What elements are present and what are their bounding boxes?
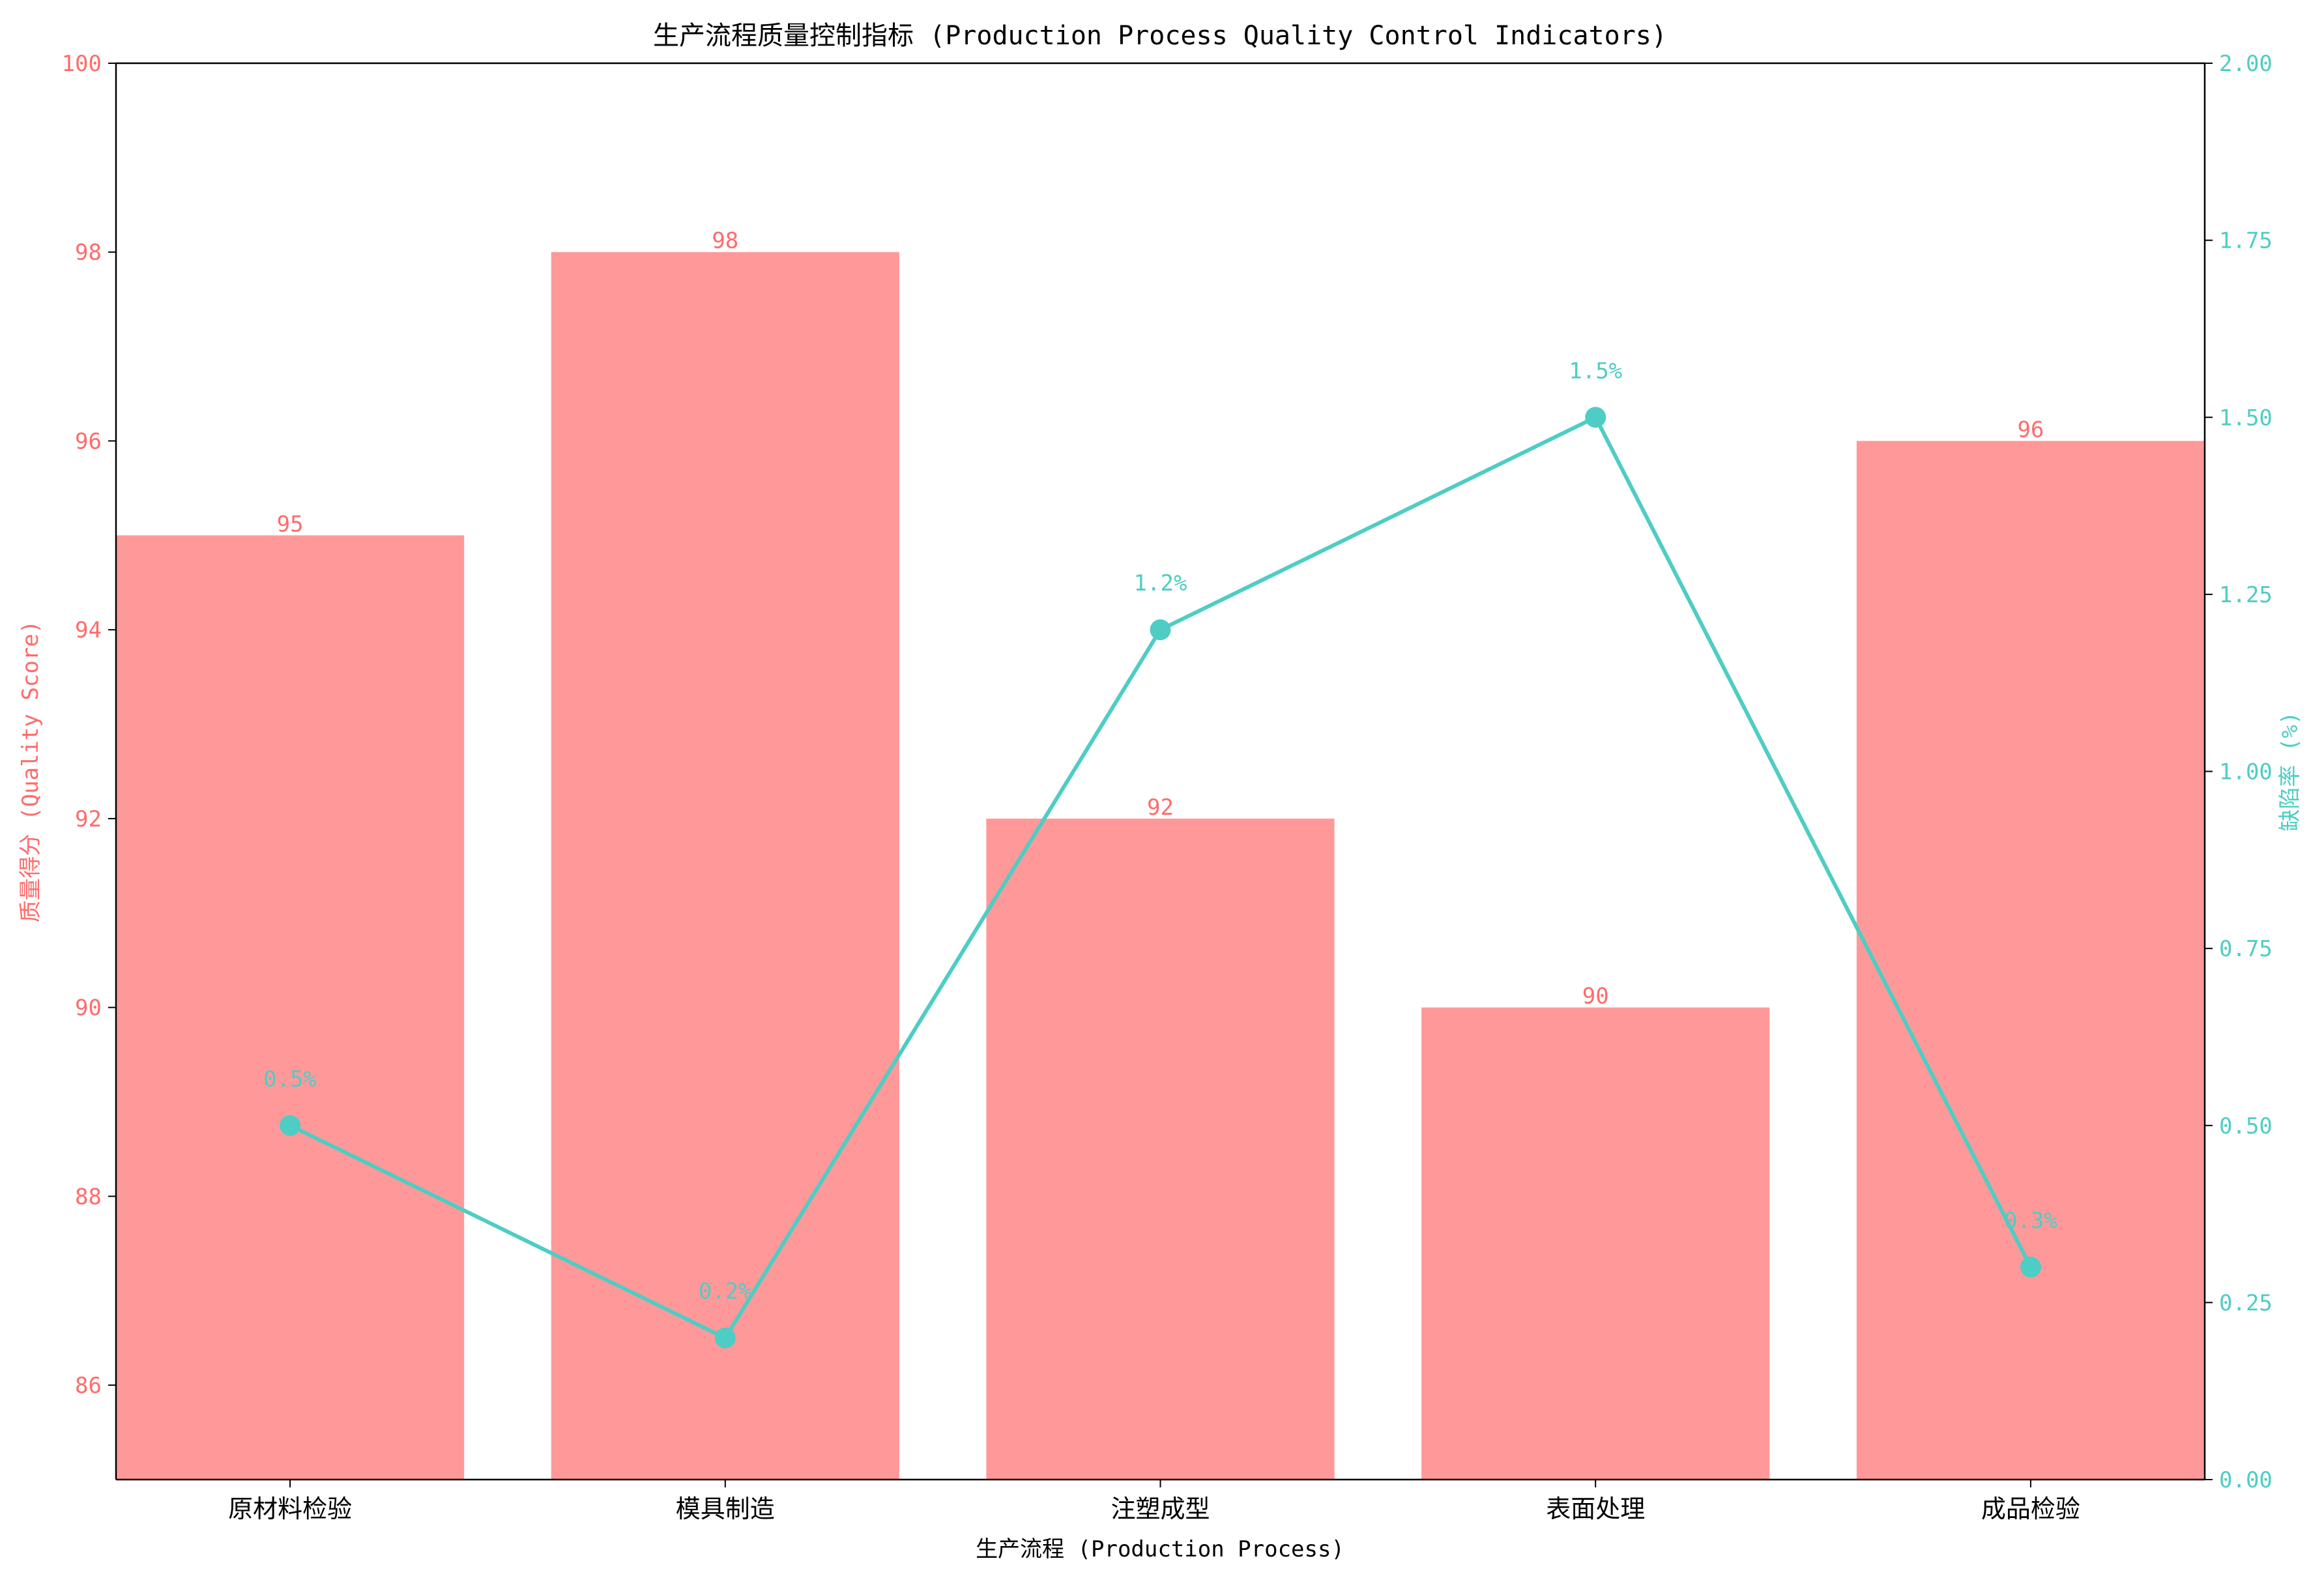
y-right-tick-label: 1.25: [2219, 582, 2273, 608]
x-tick-label: 模具制造: [676, 1495, 775, 1523]
bar-value-label: 98: [712, 228, 738, 254]
bar-group: [116, 252, 2205, 1480]
x-axis-label: 生产流程 (Production Process): [976, 1536, 1344, 1562]
y-right-tick-group: 0.00 0.25 0.50 0.75 1.00 1.25 1.50 1.75 2.00: [2205, 51, 2273, 1493]
y-left-tick-label: 94: [75, 617, 102, 643]
y-left-tick-label: 98: [75, 240, 102, 266]
y-right-tick-label: 2.00: [2219, 51, 2273, 77]
y-left-tick-label: 100: [62, 51, 102, 77]
y-left-tick-label: 96: [75, 428, 102, 454]
x-tick-label: 原材料检验: [228, 1495, 352, 1523]
defect-rate-point: [714, 1327, 736, 1349]
bar: [551, 252, 899, 1480]
bar-value-label: 90: [1582, 984, 1609, 1010]
x-tick-group: 原材料检验 模具制造 注塑成型 表面处理 成品检验: [228, 1480, 2080, 1523]
bar: [1856, 441, 2205, 1480]
defect-rate-label: 0.2%: [699, 1279, 752, 1305]
y-left-tick-label: 88: [75, 1184, 102, 1210]
y-right-tick-label: 0.50: [2219, 1113, 2273, 1139]
bar: [1421, 1007, 1770, 1480]
bar: [116, 535, 465, 1480]
y-right-tick-label: 0.75: [2219, 936, 2273, 962]
y-right-tick-label: 1.75: [2219, 228, 2273, 254]
y-left-tick-label: 90: [75, 995, 102, 1021]
x-tick-label: 成品检验: [1981, 1495, 2080, 1523]
y-left-tick-label: 86: [75, 1373, 102, 1399]
bar-value-label: 92: [1147, 795, 1174, 821]
bar-label-group: 95 98 92 90 96: [277, 228, 2044, 1010]
defect-rate-point: [1585, 407, 1606, 428]
bar: [986, 818, 1335, 1480]
y-right-tick-label: 0.00: [2219, 1467, 2273, 1493]
chart-title: 生产流程质量控制指标 (Production Process Quality C…: [653, 21, 1667, 51]
defect-rate-point: [2020, 1257, 2041, 1278]
defect-rate-label: 1.5%: [1569, 358, 1622, 384]
y-left-tick-label: 92: [75, 806, 102, 832]
defect-rate-point: [280, 1115, 301, 1136]
y-left-axis-label: 质量得分 (Quality Score): [18, 621, 44, 923]
y-right-axis-label: 缺陷率 (%): [2277, 712, 2303, 832]
bar-value-label: 96: [2017, 416, 2044, 443]
defect-rate-label: 1.2%: [1134, 570, 1187, 596]
y-right-tick-label: 0.25: [2219, 1290, 2273, 1316]
x-tick-label: 表面处理: [1546, 1495, 1645, 1523]
defect-line-group: 0.5% 0.2% 1.2% 1.5% 0.3%: [263, 358, 2057, 1349]
y-left-tick-group: 86 88 90 92 94 96 98 100: [62, 51, 116, 1399]
defect-rate-label: 0.5%: [263, 1066, 317, 1092]
y-right-tick-label: 1.50: [2219, 405, 2273, 431]
y-right-tick-label: 1.00: [2219, 759, 2273, 785]
defect-rate-point: [1150, 619, 1171, 641]
defect-rate-label: 0.3%: [2004, 1208, 2057, 1234]
bar-value-label: 95: [277, 511, 304, 537]
x-tick-label: 注塑成型: [1111, 1495, 1210, 1523]
